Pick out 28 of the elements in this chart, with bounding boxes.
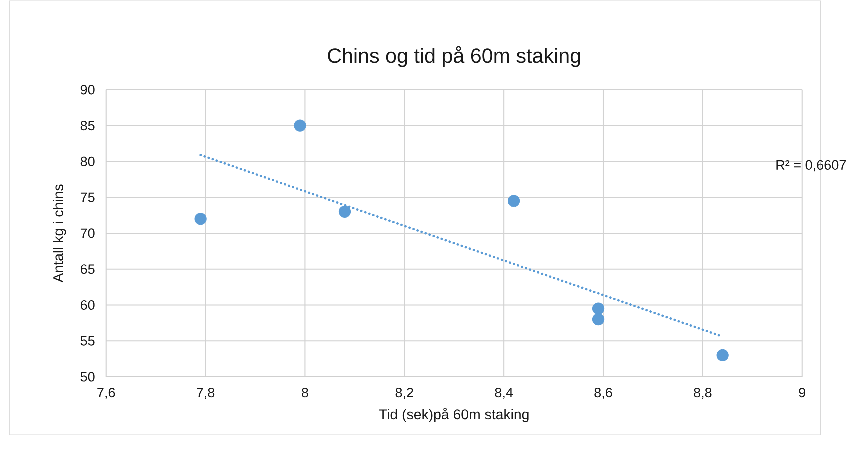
- point: [716, 349, 729, 362]
- y-tick-label: 70: [80, 228, 95, 238]
- point: [294, 120, 306, 132]
- y-tick-label: 80: [80, 156, 95, 166]
- point: [592, 302, 605, 315]
- y-tick-label: 90: [80, 85, 95, 95]
- y-tick-label: 50: [80, 372, 95, 382]
- x-tick-label: 7,8: [197, 388, 215, 400]
- x-tick-label: 8,6: [594, 388, 612, 400]
- x-tick-label: 9: [799, 388, 806, 398]
- point: [338, 206, 352, 218]
- y-axis-title: Antall kg i chins: [53, 184, 66, 283]
- annotation: R² = 0,6607: [776, 160, 846, 172]
- x-tick-label: 8,2: [396, 388, 414, 400]
- point: [194, 213, 207, 226]
- y-tick-label: 65: [80, 264, 95, 274]
- y-tick-label: 75: [80, 192, 95, 202]
- point: [508, 195, 520, 208]
- y-tick-label: 55: [80, 336, 95, 346]
- y-tick-label: 85: [80, 120, 95, 131]
- x-tick-label: 7,6: [98, 388, 116, 400]
- x-tick-label: 8: [302, 388, 308, 398]
- x-tick-label: 8,4: [495, 388, 514, 400]
- chart-title: Chins og tid på 60m staking: [328, 46, 580, 68]
- x-tick-label: 8,8: [694, 388, 712, 400]
- x-axis-title: Tid (sek)på 60m staking: [379, 408, 529, 422]
- point: [592, 314, 605, 326]
- y-tick-label: 60: [80, 300, 95, 310]
